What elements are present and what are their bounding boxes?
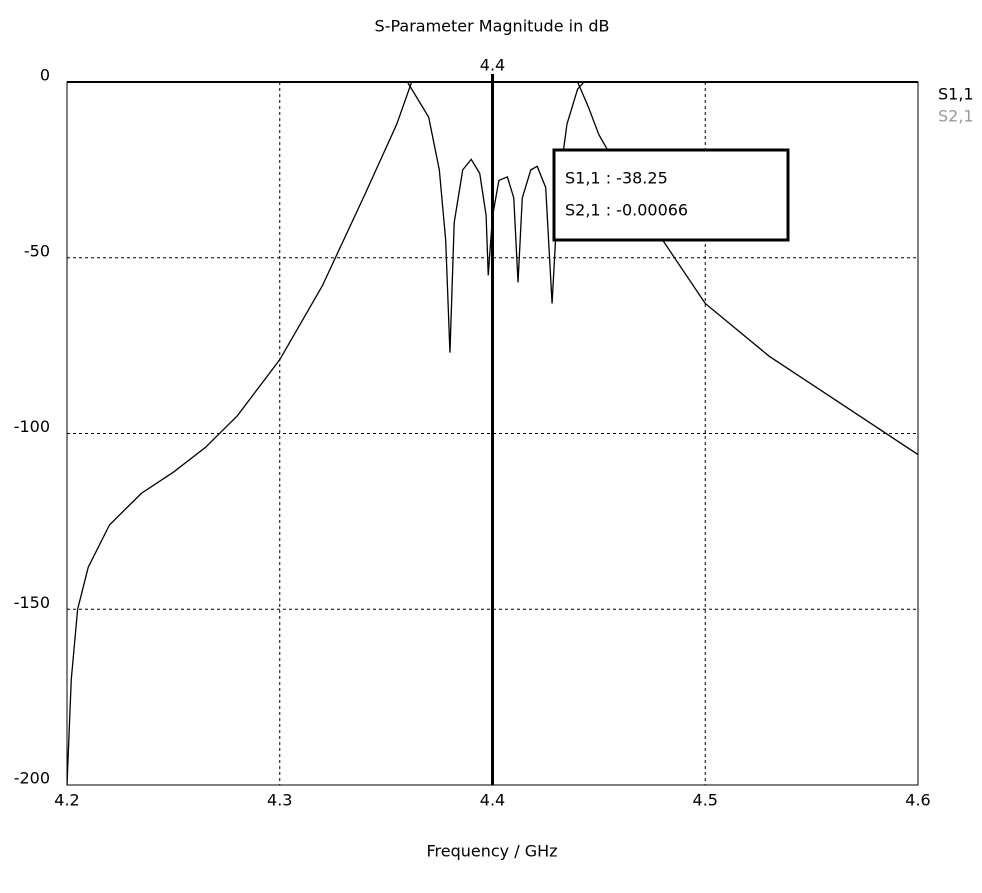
marker-label: 4.4 [480, 56, 505, 75]
readout-box [552, 148, 790, 242]
x-tick-label: 4.3 [267, 791, 292, 810]
y-tick-label: 0 [40, 66, 50, 85]
y-tick-label: -50 [24, 241, 50, 260]
readout-text: S2,1 : -0.00066 [565, 201, 688, 220]
y-tick-label: -150 [14, 593, 50, 612]
x-tick-label: 4.5 [693, 791, 718, 810]
legend-entry: S1,1 [938, 85, 974, 104]
x-axis-label: Frequency / GHz [426, 842, 557, 861]
chart-title: S-Parameter Magnitude in dB [375, 17, 610, 36]
series-line [66, 81, 919, 786]
legend-entry: S2,1 [938, 107, 974, 126]
readout-text: S1,1 : -38.25 [565, 169, 668, 188]
x-tick-label: 4.6 [905, 791, 930, 810]
y-tick-label: -200 [14, 769, 50, 788]
y-tick-label: -100 [14, 417, 50, 436]
x-tick-label: 4.4 [480, 791, 505, 810]
x-tick-label: 4.2 [54, 791, 79, 810]
